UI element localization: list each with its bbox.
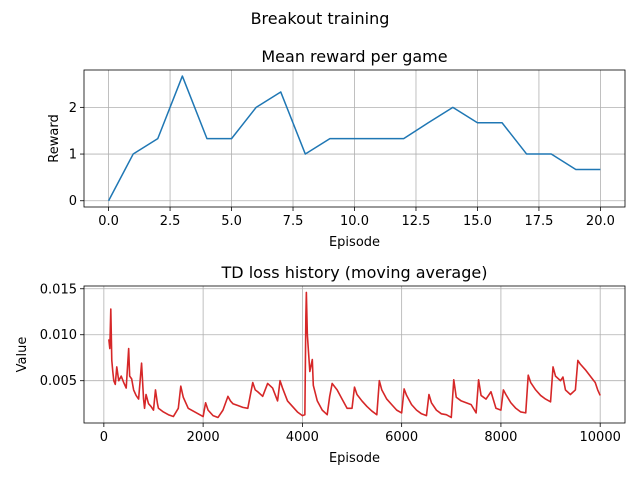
x-tick-label: 8000 [484,430,517,445]
x-tick-label: 4000 [286,430,319,445]
y-tick-label: 0 [69,194,77,209]
reward-y-axis-label: Reward [47,114,62,162]
x-tick-label: 7.5 [283,214,304,229]
x-tick-label: 2.5 [160,214,181,229]
x-tick-label: 10000 [580,430,621,445]
td-loss-y-axis-label: Value [15,337,30,373]
td-loss-series-line [108,291,601,419]
x-tick-label: 10.0 [340,214,369,229]
td-loss-grid [84,286,625,423]
td-loss-plot-frame [83,285,626,424]
figure-title: Breakout training [251,9,390,28]
x-tick-label: 0.0 [98,214,119,229]
x-tick-label: 20.0 [586,214,615,229]
y-tick-label: 1 [69,148,77,163]
reward-chart-title: Mean reward per game [261,47,447,66]
x-tick-label: 12.5 [402,214,431,229]
reward-series-line [107,75,601,202]
td-loss-x-axis-label: Episode [329,451,380,466]
y-tick-label: 0.010 [40,328,77,343]
td-loss-chart: 0 2000 4000 6000 8000 10000 0.005 0.010 0.015 TD … [15,263,626,466]
x-tick-label: 17.5 [524,214,553,229]
y-tick-label: 0.005 [40,374,77,389]
x-tick-label: 15.0 [463,214,492,229]
reward-x-axis-label: Episode [329,235,380,250]
x-tick-label: 5.0 [221,214,242,229]
reward-chart: 0.0 2.5 5.0 7.5 10.0 12.5 15.0 17.5 20.0 0 1 2 Mean … [47,47,626,250]
y-tick-label: 2 [69,101,77,116]
x-tick-label: 0 [100,430,108,445]
y-tick-label: 0.015 [40,282,77,297]
x-tick-label: 6000 [385,430,418,445]
td-loss-chart-title: TD loss history (moving average) [221,263,488,282]
x-tick-label: 2000 [187,430,220,445]
